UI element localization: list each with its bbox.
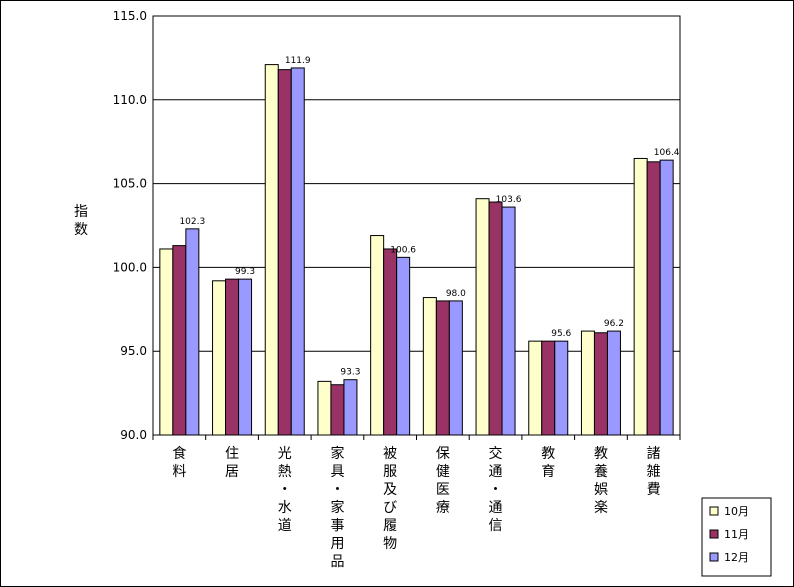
bar[interactable] <box>212 280 227 436</box>
bar[interactable] <box>238 278 253 436</box>
bar[interactable] <box>659 159 674 436</box>
legend-label: 10月 <box>724 505 749 518</box>
bar[interactable] <box>435 300 450 436</box>
legend-swatch <box>709 506 719 516</box>
y-tick-label: 100.0 <box>113 260 147 274</box>
data-label: 106.4 <box>654 148 680 158</box>
data-label: 111.9 <box>285 56 311 66</box>
bar[interactable] <box>159 248 174 436</box>
legend-label: 11月 <box>724 528 749 541</box>
bar[interactable] <box>646 161 661 436</box>
x-tick-label: 食料 <box>172 445 186 480</box>
data-label: 102.3 <box>179 217 205 227</box>
y-tick-label: 95.0 <box>120 344 147 358</box>
x-tick-label: 光熱・水道 <box>278 446 292 534</box>
bar[interactable] <box>172 245 187 436</box>
bar[interactable] <box>580 330 595 436</box>
data-label: 103.6 <box>496 195 522 205</box>
legend-swatch <box>709 552 719 562</box>
bar[interactable] <box>475 198 490 436</box>
bar[interactable] <box>422 297 437 436</box>
y-tick-label: 105.0 <box>113 177 147 191</box>
x-tick-label: 被服及び履物 <box>383 446 397 552</box>
bar[interactable] <box>264 64 279 436</box>
legend-swatch <box>709 529 719 539</box>
bar[interactable] <box>330 384 345 436</box>
x-tick-label: 家具・家事用品 <box>330 445 344 570</box>
bar[interactable] <box>225 278 240 436</box>
x-tick-label: 交通・通信 <box>489 445 503 534</box>
bar[interactable] <box>185 228 200 436</box>
data-label: 96.2 <box>604 319 624 329</box>
bar[interactable] <box>448 300 463 436</box>
bar[interactable] <box>488 201 503 436</box>
bar[interactable] <box>554 340 569 436</box>
x-tick-label: 諸雑費 <box>647 446 661 498</box>
data-label: 98.0 <box>446 289 466 299</box>
x-tick-label: 教養娯楽 <box>594 446 608 516</box>
data-label: 100.6 <box>390 245 416 255</box>
bar[interactable] <box>396 256 411 436</box>
bar[interactable] <box>277 69 292 436</box>
y-tick-label: 110.0 <box>113 93 147 107</box>
bar[interactable] <box>633 157 648 436</box>
bar[interactable] <box>501 206 516 436</box>
data-label: 99.3 <box>235 267 255 277</box>
x-tick-label: 教育 <box>541 446 555 480</box>
bar[interactable] <box>370 235 385 436</box>
bar[interactable] <box>290 67 305 436</box>
bar[interactable] <box>383 248 398 436</box>
y-tick-label: 90.0 <box>120 428 147 442</box>
bar[interactable] <box>343 379 358 436</box>
legend-label: 12月 <box>724 551 749 564</box>
bar[interactable] <box>606 330 621 436</box>
bar[interactable] <box>317 380 332 436</box>
x-tick-label: 保健医療 <box>436 446 450 516</box>
x-tick-label: 住居 <box>225 446 239 480</box>
y-tick-label: 115.0 <box>113 9 147 23</box>
bar[interactable] <box>528 340 543 436</box>
data-label: 95.6 <box>551 329 571 339</box>
bar[interactable] <box>541 340 556 436</box>
data-label: 93.3 <box>340 368 360 378</box>
y-axis-label: 指数 <box>74 204 88 238</box>
bar[interactable] <box>593 332 608 436</box>
